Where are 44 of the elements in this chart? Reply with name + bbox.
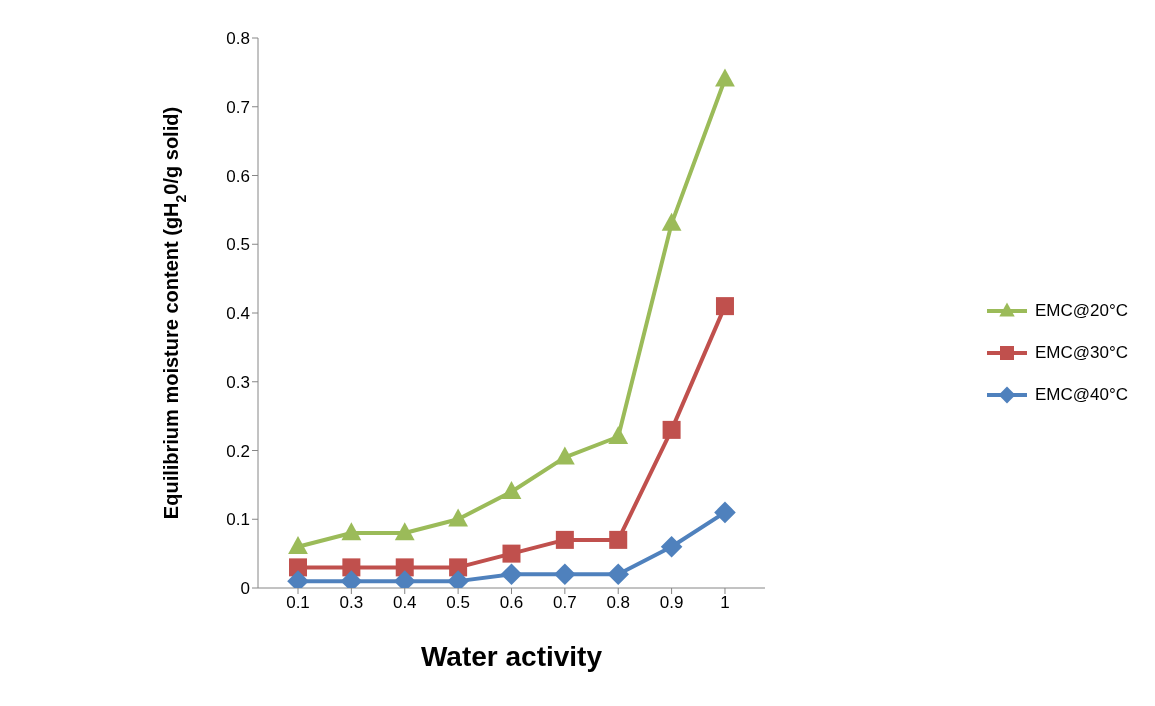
x-tick-label: 0.6 — [499, 593, 524, 613]
y-tick-label: 0.5 — [226, 235, 250, 255]
point — [608, 425, 629, 444]
x-tick-label: 0.5 — [446, 593, 470, 613]
point — [554, 563, 576, 586]
point — [341, 522, 362, 541]
y-tick-label: 0.8 — [226, 29, 250, 49]
point — [661, 212, 682, 231]
x-tick-label: 0.7 — [553, 593, 577, 613]
y-tick-label: 0.4 — [226, 304, 250, 324]
x-axis-title: Water activity — [420, 641, 603, 672]
point — [715, 68, 735, 87]
y-tick-label: 0.6 — [226, 166, 250, 186]
y-tick-label: 0.7 — [226, 97, 250, 117]
x-tick-label: 0.4 — [392, 593, 417, 613]
y-tick-label: 0.2 — [226, 441, 250, 461]
point — [607, 563, 630, 586]
x-tick-label: 0.9 — [659, 593, 684, 613]
y-tick-label: 0.3 — [226, 372, 250, 392]
point — [501, 480, 522, 499]
point — [288, 535, 308, 554]
point — [448, 508, 469, 527]
legend-label: EMC@30°C — [1034, 343, 1128, 363]
y-tick-label: 0.1 — [226, 510, 250, 530]
legend-label: EMC@40°C — [1034, 385, 1128, 405]
point — [554, 446, 575, 465]
x-tick-label: 1 — [720, 593, 730, 613]
point — [555, 530, 574, 549]
point — [662, 420, 681, 439]
x-tick-label: 0.8 — [606, 593, 631, 613]
point — [449, 558, 468, 577]
legend-label: EMC@20°C — [1034, 301, 1128, 321]
y-tick-label: 0 — [240, 579, 250, 599]
point — [289, 558, 307, 577]
point — [502, 544, 521, 563]
point — [500, 563, 523, 586]
point — [714, 501, 736, 524]
point — [715, 297, 734, 316]
x-tick-label: 0.3 — [339, 593, 364, 613]
point — [660, 535, 683, 558]
x-tick-label: 0.1 — [286, 593, 310, 613]
point — [395, 558, 414, 577]
point — [394, 522, 415, 541]
point — [609, 530, 628, 549]
